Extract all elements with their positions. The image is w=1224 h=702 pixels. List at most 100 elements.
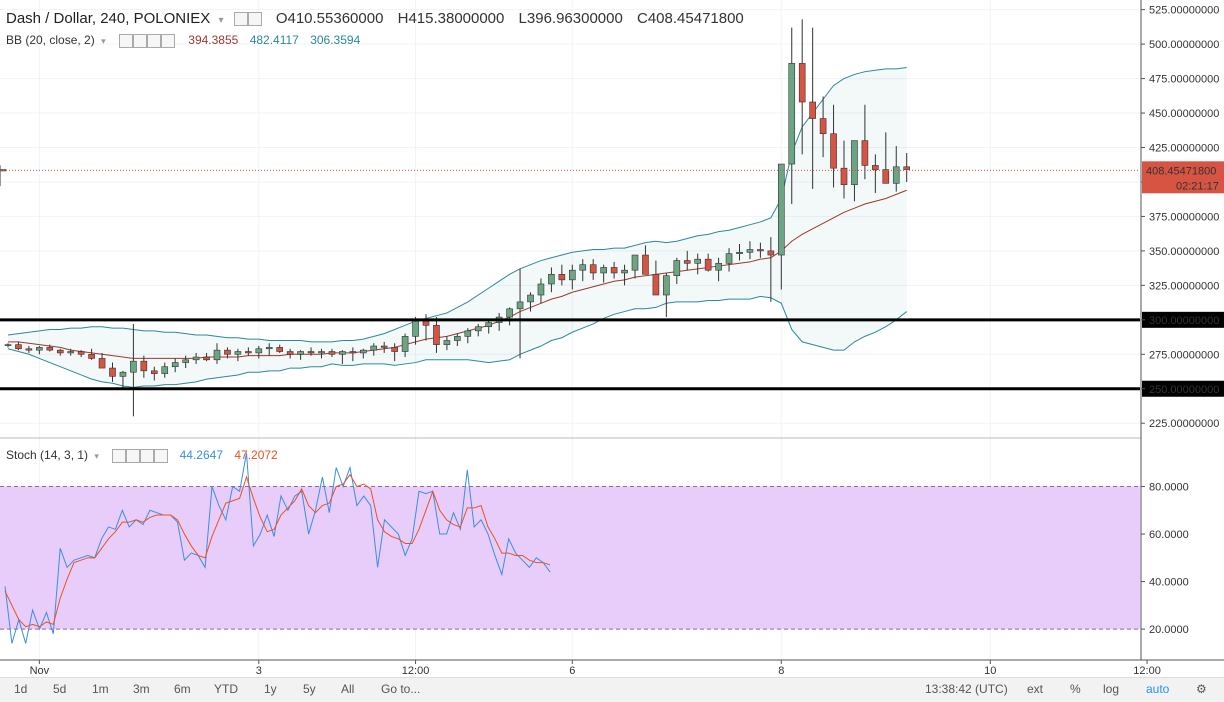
stoch-legend: Stoch (14, 3, 1) ▾ 44.2647 47.2072 [6, 448, 278, 463]
eye-icon[interactable] [118, 33, 133, 48]
toggle-log[interactable]: log [1103, 682, 1120, 696]
goto-button[interactable]: Go to... [381, 682, 421, 696]
symbol-title[interactable]: Dash / Dollar, 240, POLONIEX [6, 10, 211, 27]
candle-body [558, 274, 566, 281]
candle-body [673, 260, 681, 277]
eye-icon[interactable] [112, 448, 127, 463]
settings-icon[interactable] [247, 12, 262, 27]
chevron-down-icon[interactable]: ▾ [218, 15, 224, 26]
candle-body [255, 348, 263, 354]
candle-body [861, 140, 869, 166]
toggle-ext[interactable]: ext [1027, 682, 1044, 696]
chevron-down-icon[interactable]: ▾ [94, 451, 99, 461]
candle-body [704, 258, 712, 271]
candle-body [4, 344, 12, 346]
close-icon[interactable] [154, 448, 169, 463]
candle-body [192, 356, 200, 361]
bb-label[interactable]: BB (20, close, 2) [6, 33, 95, 47]
range-button-1m[interactable]: 1m [92, 682, 109, 696]
candle-body [307, 351, 315, 354]
candle-body [98, 358, 106, 369]
toggle-percent[interactable]: % [1070, 682, 1081, 696]
candle-body [600, 267, 607, 274]
candle-body [56, 349, 64, 354]
candle-body [788, 63, 796, 165]
price-tick-label: 350.00000000 [1149, 246, 1219, 258]
candle-body [767, 250, 775, 256]
candle-body [715, 263, 722, 271]
range-button-6m[interactable]: 6m [174, 682, 191, 696]
candle-body [527, 294, 534, 303]
range-button-3m[interactable]: 3m [133, 682, 150, 696]
candle-body [297, 351, 304, 355]
candle-body [683, 260, 691, 264]
last-price-tag [1142, 161, 1224, 194]
candle-body [15, 344, 22, 350]
candle-body [391, 347, 398, 352]
bb-fill [8, 67, 907, 388]
candle-body [746, 249, 754, 253]
candle-body [485, 322, 493, 328]
candle-body [537, 283, 545, 296]
toggle-auto[interactable]: auto [1146, 682, 1170, 696]
time-tick-label: 10 [984, 665, 996, 677]
close-icon[interactable] [160, 33, 175, 48]
candle-body [36, 347, 43, 351]
candle-body [203, 356, 210, 361]
candle-body [276, 347, 284, 352]
level-price-tag [1142, 380, 1224, 397]
bb-basis-value: 394.3855 [188, 33, 239, 47]
candle-body [757, 249, 764, 252]
c-label: C [637, 10, 648, 27]
candle-body [245, 351, 252, 354]
range-button-1d[interactable]: 1d [14, 682, 28, 696]
eye-icon[interactable] [233, 12, 248, 27]
stoch-label[interactable]: Stoch (14, 3, 1) [6, 448, 89, 462]
candle-body [328, 351, 336, 355]
candle-body [809, 101, 816, 119]
range-button-5d[interactable]: 5d [53, 682, 67, 696]
candle-body [736, 251, 743, 254]
last-price-label: 408.45471800 [1146, 165, 1216, 177]
settings-icon[interactable] [132, 33, 147, 48]
candle-body [433, 325, 440, 345]
range-button-ytd[interactable]: YTD [214, 682, 238, 696]
candle-body [224, 349, 231, 355]
h-label: H [397, 10, 409, 27]
candle-body [182, 359, 189, 363]
price-tick-label: 525.00000000 [1149, 5, 1219, 17]
candle-body [77, 351, 85, 355]
price-tick-label: 375.00000000 [1149, 211, 1219, 223]
stoch-tick-label: 40.0000 [1149, 577, 1189, 589]
utc-clock[interactable]: 13:38:42 (UTC) [925, 682, 1008, 696]
candle-body [339, 351, 346, 355]
stoch-d-line [4, 473, 551, 628]
range-button-all[interactable]: All [341, 682, 355, 696]
candle-body [67, 351, 74, 354]
candle-body [777, 163, 785, 256]
candle-body [589, 264, 597, 274]
candle-body [318, 351, 325, 354]
candle-body [474, 326, 482, 332]
candle-body [892, 166, 900, 184]
range-button-1y[interactable]: 1y [264, 682, 277, 696]
price-axis-bg [1141, 0, 1224, 660]
candle-body [380, 345, 388, 348]
o-value: 410.55360000 [287, 10, 384, 27]
bb-lower-value: 306.3594 [310, 33, 361, 47]
candle-body [349, 351, 357, 354]
range-button-5y[interactable]: 5y [303, 682, 316, 696]
gear-icon[interactable]: ⚙ [1196, 682, 1207, 696]
time-tick-label: 6 [569, 665, 575, 677]
add-icon[interactable] [140, 448, 155, 463]
add-icon[interactable] [146, 33, 161, 48]
candle-body [46, 347, 54, 351]
settings-icon[interactable] [126, 448, 141, 463]
time-tick-label: 8 [778, 665, 784, 677]
candle-body [119, 371, 127, 377]
price-tick-label: 475.00000000 [1149, 74, 1219, 86]
chevron-down-icon[interactable]: ▾ [101, 36, 106, 46]
footer-toolbar [0, 677, 1224, 702]
candle-body [610, 267, 618, 274]
